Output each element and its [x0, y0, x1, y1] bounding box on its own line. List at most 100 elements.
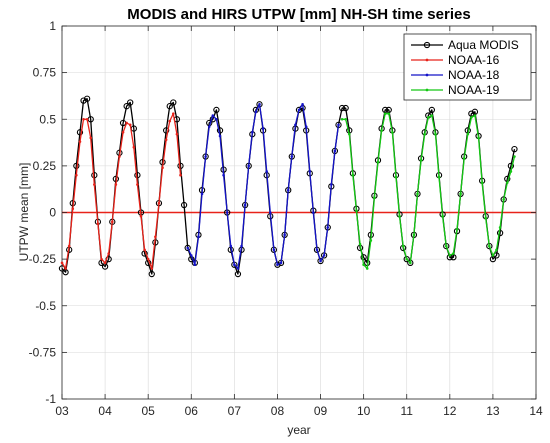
- data-point: [265, 170, 268, 173]
- data-point: [204, 155, 207, 158]
- legend-label: NOAA-19: [448, 83, 500, 97]
- data-point: [488, 244, 491, 248]
- data-point: [412, 233, 416, 237]
- series-noaa-18: [186, 103, 340, 270]
- data-point: [247, 164, 251, 168]
- data-point: [103, 261, 107, 265]
- x-tick-label: 07: [228, 404, 242, 418]
- data-point: [362, 263, 365, 267]
- legend-marker: [425, 88, 429, 92]
- data-point: [64, 267, 67, 270]
- data-point: [180, 201, 188, 209]
- data-point: [96, 222, 100, 225]
- y-tick-label: -0.75: [29, 345, 57, 359]
- y-tick-label: 1: [49, 19, 56, 33]
- data-point: [136, 183, 139, 186]
- data-point: [110, 220, 114, 224]
- data-point: [240, 244, 243, 248]
- data-point: [193, 263, 197, 267]
- x-tick-label: 04: [98, 404, 112, 418]
- data-point: [459, 192, 462, 196]
- data-point: [83, 95, 91, 102]
- data-point: [215, 117, 218, 121]
- y-tick-label: 0.75: [33, 66, 57, 80]
- data-point: [319, 259, 322, 263]
- chart-title: MODIS and HIRS UTPW [mm] NH-SH time seri…: [127, 6, 470, 23]
- series-line: [61, 113, 182, 270]
- data-point: [326, 226, 330, 229]
- x-tick-label: 10: [357, 404, 371, 418]
- data-point: [338, 104, 346, 112]
- data-point: [365, 267, 369, 270]
- data-point: [168, 119, 172, 123]
- data-point: [229, 244, 233, 248]
- data-point: [148, 270, 155, 278]
- data-point: [455, 227, 459, 231]
- data-point: [154, 235, 157, 239]
- data-point: [184, 244, 191, 252]
- data-point: [146, 257, 150, 261]
- data-point: [437, 175, 441, 179]
- x-tick-label: 14: [529, 404, 543, 418]
- data-point: [163, 127, 170, 134]
- data-point: [283, 233, 286, 237]
- data-point: [342, 104, 349, 112]
- data-point: [85, 117, 89, 121]
- legend-marker: [423, 41, 431, 49]
- data-point: [484, 216, 488, 220]
- x-tick-label: 08: [271, 404, 285, 418]
- data-point: [409, 261, 412, 265]
- data-point: [186, 246, 189, 250]
- data-point: [441, 214, 444, 218]
- data-point: [166, 103, 173, 110]
- data-point: [197, 235, 200, 239]
- y-tick-label: -0.5: [35, 299, 56, 313]
- data-point: [80, 97, 87, 104]
- data-point: [121, 131, 125, 134]
- legend: Aqua MODIS NOAA-16 NOAA-18 NOAA-19: [403, 33, 532, 101]
- data-point: [480, 181, 484, 184]
- data-point: [175, 132, 179, 136]
- data-point: [330, 183, 333, 186]
- data-point: [67, 244, 71, 248]
- data-point: [75, 173, 78, 177]
- data-point: [513, 155, 516, 158]
- data-point: [78, 140, 82, 143]
- data-point: [233, 263, 236, 267]
- data-point: [294, 123, 297, 127]
- y-tick-label: 0.5: [39, 112, 56, 126]
- y-axis-ticks: -1 -0.75 -0.5 -0.25 0 0.25 0.5 0.75 1: [29, 19, 536, 406]
- legend-marker: [425, 58, 429, 62]
- data-point: [340, 117, 344, 121]
- data-point: [254, 110, 258, 114]
- data-point: [161, 166, 164, 170]
- x-tick-label: 09: [314, 404, 328, 418]
- data-point: [258, 103, 261, 106]
- data-point: [118, 155, 121, 158]
- data-point: [125, 121, 128, 125]
- data-point: [398, 214, 401, 218]
- data-point: [132, 145, 136, 149]
- data-point: [511, 145, 518, 153]
- data-point: [286, 188, 290, 192]
- data-point: [89, 136, 93, 140]
- data-point: [76, 129, 84, 136]
- data-point: [333, 149, 337, 153]
- data-point: [448, 254, 452, 257]
- data-point: [207, 125, 211, 129]
- data-point: [426, 116, 430, 119]
- data-point: [430, 114, 434, 117]
- data-point: [157, 201, 161, 205]
- data-point: [376, 160, 380, 164]
- data-point: [419, 158, 423, 162]
- y-tick-label: 0: [49, 206, 56, 220]
- data-point: [304, 125, 308, 129]
- data-point: [236, 267, 240, 270]
- data-point: [452, 252, 455, 255]
- data-point: [502, 198, 505, 201]
- data-point: [243, 203, 247, 207]
- data-point: [164, 138, 168, 142]
- data-point: [82, 117, 85, 121]
- data-point: [473, 114, 477, 117]
